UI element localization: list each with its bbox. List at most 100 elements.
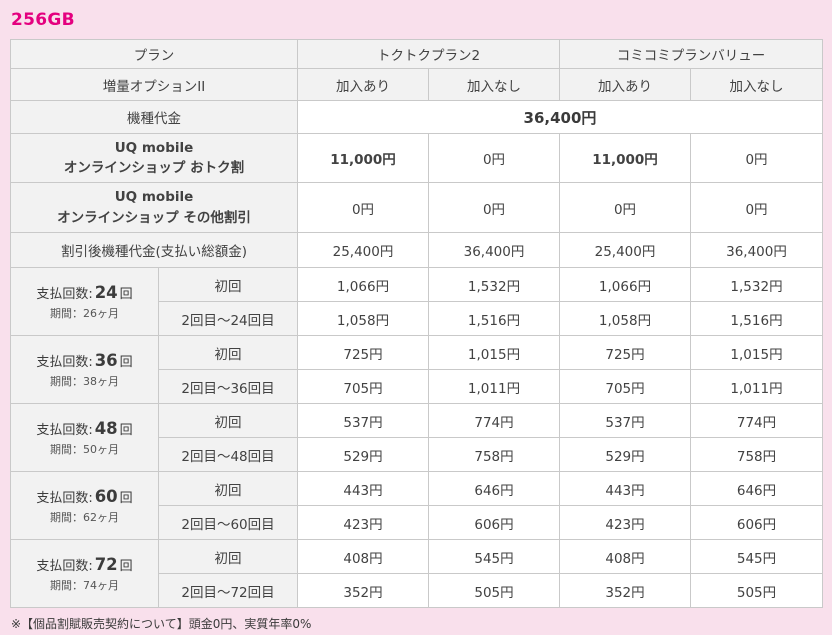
other-discount-value: 0円 [559, 182, 691, 233]
installment-72-first-row: 支払回数: 72 回 期間：74ヶ月 初回 408円 545円 408円 545円 [10, 539, 823, 608]
discounted-total-row: 割引後機種代金(支払い総額金) 25,400円 36,400円 25,400円 … [10, 232, 823, 268]
count-suffix: 回 [119, 286, 133, 302]
installment-value: 1,011円 [690, 369, 823, 404]
installment-value: 545円 [428, 539, 560, 574]
installment-value: 545円 [690, 539, 823, 574]
installment-value: 758円 [428, 437, 560, 472]
other-discount-label-line1: UQ mobile [114, 189, 194, 206]
installment-value: 423円 [559, 505, 691, 540]
otoku-discount-value: 11,000円 [297, 133, 429, 183]
installment-72-period: 期間：74ヶ月 [50, 578, 119, 592]
installment-value: 1,058円 [559, 301, 691, 336]
plan-header-row: プラン トクトクプラン2 コミコミプランバリュー [10, 39, 823, 69]
count-prefix: 支払回数: [36, 422, 93, 438]
device-price-label: 機種代金 [10, 100, 298, 134]
otoku-discount-label-line1: UQ mobile [114, 139, 194, 156]
other-discount-label-line2: オンラインショップ その他割引 [57, 209, 251, 226]
option-value: 加入なし [690, 68, 823, 101]
count-prefix: 支払回数: [36, 354, 93, 370]
count-number: 48 [94, 418, 118, 438]
installment-value: 1,516円 [690, 301, 823, 336]
installment-48-count-cell: 支払回数: 48 回 期間：50ヶ月 [10, 403, 159, 472]
count-number: 24 [94, 282, 118, 302]
installment-value: 408円 [559, 539, 691, 574]
installment-72-rest-row: 2回目〜72回目 352円 505円 352円 505円 [11, 573, 823, 608]
installment-contract-footnote: ※【個品割賦販売契約について】頭金0円、実質年率0% [11, 617, 312, 631]
otoku-discount-label: UQ mobile オンラインショップ おトク割 [10, 133, 298, 183]
discounted-total-value: 25,400円 [559, 232, 691, 268]
otoku-discount-row: UQ mobile オンラインショップ おトク割 11,000円 0円 11,0… [10, 133, 823, 183]
installment-value: 705円 [297, 369, 429, 404]
installment-value: 1,532円 [428, 267, 560, 302]
installment-value: 1,011円 [428, 369, 560, 404]
plan-name-komikomi: コミコミプランバリュー [559, 39, 823, 69]
installment-sub-label: 初回 [158, 403, 298, 438]
installment-value: 537円 [297, 403, 429, 438]
installment-value: 1,516円 [428, 301, 560, 336]
installment-sub-label: 初回 [158, 267, 298, 302]
installment-value: 1,015円 [690, 335, 823, 370]
option-header-row: 増量オプションII 加入あり 加入なし 加入あり 加入なし [10, 68, 823, 101]
discounted-total-value: 25,400円 [297, 232, 429, 268]
installment-value: 505円 [428, 573, 560, 608]
installment-value: 408円 [297, 539, 429, 574]
discounted-total-value: 36,400円 [428, 232, 560, 268]
installment-value: 606円 [690, 505, 823, 540]
installment-sub-label: 2回目〜60回目 [158, 505, 298, 540]
installment-60-count-cell: 支払回数: 60 回 期間：62ヶ月 [10, 471, 159, 540]
count-suffix: 回 [119, 354, 133, 370]
otoku-discount-value: 0円 [428, 133, 560, 183]
option-value: 加入なし [428, 68, 560, 101]
installment-sub-label: 2回目〜48回目 [158, 437, 298, 472]
plan-name-tokutoku: トクトクプラン2 [297, 39, 560, 69]
installment-value: 705円 [559, 369, 691, 404]
other-discount-value: 0円 [690, 182, 823, 233]
installment-36-period: 期間：38ヶ月 [50, 374, 119, 388]
installment-sub-label: 2回目〜72回目 [158, 573, 298, 608]
installment-value: 1,532円 [690, 267, 823, 302]
installment-sub-label: 2回目〜24回目 [158, 301, 298, 336]
pricing-table: プラン トクトクプラン2 コミコミプランバリュー 増量オプションII 加入あり … [10, 39, 823, 608]
installment-48-period: 期間：50ヶ月 [50, 442, 119, 456]
installment-value: 1,015円 [428, 335, 560, 370]
count-prefix: 支払回数: [36, 558, 93, 574]
installment-value: 606円 [428, 505, 560, 540]
installment-24-rest-row: 2回目〜24回目 1,058円 1,516円 1,058円 1,516円 [11, 301, 823, 336]
installment-value: 1,066円 [559, 267, 691, 302]
installment-value: 423円 [297, 505, 429, 540]
count-suffix: 回 [119, 558, 133, 574]
installment-value: 725円 [559, 335, 691, 370]
installment-value: 725円 [297, 335, 429, 370]
plan-header-label: プラン [10, 39, 298, 69]
count-suffix: 回 [119, 490, 133, 506]
installment-sub-label: 2回目〜36回目 [158, 369, 298, 404]
installment-value: 758円 [690, 437, 823, 472]
other-discount-value: 0円 [297, 182, 429, 233]
installment-value: 529円 [559, 437, 691, 472]
device-price-row: 機種代金 36,400円 [10, 100, 823, 134]
installment-value: 537円 [559, 403, 691, 438]
option-value: 加入あり [559, 68, 691, 101]
page-title: 256GB [11, 10, 75, 30]
installment-48-first-row: 支払回数: 48 回 期間：50ヶ月 初回 537円 774円 537円 774円 [10, 403, 823, 472]
other-discount-row: UQ mobile オンラインショップ その他割引 0円 0円 0円 0円 [10, 182, 823, 233]
installment-24-period: 期間：26ヶ月 [50, 306, 119, 320]
option-value: 加入あり [297, 68, 429, 101]
discounted-total-label: 割引後機種代金(支払い総額金) [10, 232, 298, 268]
installment-24-first-row: 支払回数: 24 回 期間：26ヶ月 初回 1,066円 1,532円 1,066円… [10, 267, 823, 336]
installment-value: 774円 [428, 403, 560, 438]
otoku-discount-label-line2: オンラインショップ おトク割 [63, 160, 245, 176]
installment-value: 646円 [428, 471, 560, 506]
installment-36-rest-row: 2回目〜36回目 705円 1,011円 705円 1,011円 [11, 369, 823, 404]
count-suffix: 回 [119, 422, 133, 438]
other-discount-label: UQ mobile オンラインショップ その他割引 [10, 182, 298, 233]
installment-24-count-cell: 支払回数: 24 回 期間：26ヶ月 [10, 267, 159, 336]
option-label: 増量オプションII [10, 68, 298, 101]
other-discount-value: 0円 [428, 182, 560, 233]
installment-value: 774円 [690, 403, 823, 438]
installment-60-period: 期間：62ヶ月 [50, 510, 119, 524]
installment-value: 505円 [690, 573, 823, 608]
installment-48-rest-row: 2回目〜48回目 529円 758円 529円 758円 [11, 437, 823, 472]
installment-value: 1,066円 [297, 267, 429, 302]
installment-36-first-row: 支払回数: 36 回 期間：38ヶ月 初回 725円 1,015円 725円 1,0… [10, 335, 823, 404]
